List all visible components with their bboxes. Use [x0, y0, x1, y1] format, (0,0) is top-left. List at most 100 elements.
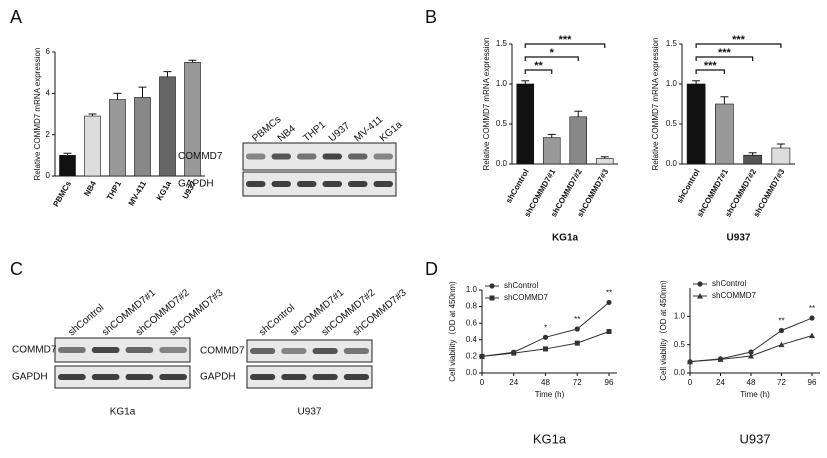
caption: KG1a	[533, 431, 567, 446]
lane-label: NB4	[276, 123, 298, 144]
band	[312, 374, 338, 380]
y-tick-label: 0.5	[666, 119, 678, 128]
bar	[569, 116, 588, 165]
x-tick-label: 0	[688, 378, 693, 387]
point	[574, 340, 580, 346]
y-tick-label: 0.0	[466, 368, 478, 377]
point	[511, 350, 517, 356]
x-axis-label: Time (h)	[535, 390, 565, 399]
band	[297, 181, 317, 187]
band	[58, 374, 86, 380]
blot-frame	[246, 365, 373, 389]
lane-label: THP1	[301, 119, 328, 144]
point	[748, 353, 754, 359]
band	[91, 374, 120, 380]
band	[271, 153, 291, 160]
band	[159, 374, 187, 380]
legend-label: shControl	[712, 279, 746, 288]
y-tick-label: 0.0	[496, 159, 508, 168]
band	[373, 153, 393, 160]
blot-frame	[54, 365, 191, 389]
point	[543, 346, 548, 352]
legend-label: shCOMMD7	[504, 293, 549, 302]
significance-bracket	[524, 56, 579, 61]
x-tick-label: 96	[605, 378, 614, 387]
lane-label: shCOMMD7#2	[320, 287, 378, 338]
band	[297, 153, 317, 160]
bar	[743, 154, 762, 165]
x-tick-label: shCOMMD7#3	[752, 167, 787, 219]
y-tick-label: 0.4	[466, 335, 478, 344]
legend-marker	[697, 281, 703, 287]
band	[246, 153, 266, 160]
point	[542, 334, 549, 340]
point	[479, 353, 485, 359]
y-tick-label: 1.0	[674, 311, 686, 320]
band	[271, 181, 291, 187]
bar	[771, 147, 791, 165]
point	[778, 341, 785, 348]
significance-label: ***	[732, 34, 746, 46]
y-tick-label: 0	[46, 171, 51, 180]
point	[687, 358, 693, 365]
band	[91, 347, 120, 353]
y-tick-label: 0.8	[466, 302, 478, 311]
point	[809, 332, 815, 339]
significance-label: **	[778, 317, 784, 326]
bar	[59, 155, 76, 177]
significance-label: *	[550, 47, 555, 59]
bar	[686, 83, 706, 165]
blot-row-label: COMMD7	[12, 345, 57, 356]
bar	[159, 76, 176, 177]
x-tick-label: MV-411	[127, 179, 149, 207]
blot-caption: KG1a	[110, 407, 136, 418]
y-axis-label: Cell viability（OD at 450nm)	[448, 281, 457, 382]
point	[809, 315, 815, 321]
y-tick-label: 1.5	[496, 39, 508, 48]
significance-label: ***	[704, 60, 718, 72]
blot-row-label: GAPDH	[200, 372, 236, 383]
x-tick-label: 0	[480, 378, 485, 387]
y-tick-label: 2	[46, 130, 51, 139]
y-tick-label: 6	[46, 47, 51, 56]
legend-marker	[697, 293, 703, 299]
lane-label: shControl	[66, 302, 106, 338]
x-tick-label: 96	[808, 378, 817, 387]
blot-frame	[246, 339, 373, 363]
point	[748, 349, 754, 355]
x-tick-label: 72	[777, 378, 786, 387]
significance-label: *	[544, 323, 547, 332]
y-axis-label: Cell viability（OD at 450nm)	[659, 280, 668, 381]
band	[312, 348, 338, 354]
x-tick-label: 48	[747, 378, 756, 387]
significance-label: **	[606, 289, 612, 298]
blot-caption: U937	[298, 407, 322, 418]
band	[343, 348, 369, 354]
bar	[134, 97, 151, 177]
point	[717, 356, 724, 362]
lane-label: shCOMMD7#1	[288, 287, 346, 338]
band	[348, 153, 368, 160]
y-axis-label: Relative COMMD7 mRNA expression	[33, 48, 42, 181]
x-tick-label: PBMCs	[51, 179, 73, 208]
significance-bracket	[695, 69, 725, 74]
blot-row-label: GAPDH	[12, 372, 48, 383]
caption: U937	[739, 431, 770, 446]
x-axis-label: KG1a	[552, 233, 579, 244]
band	[250, 374, 276, 380]
point	[574, 326, 580, 332]
bar	[516, 83, 535, 165]
band	[246, 181, 266, 187]
x-axis-label: Time (h)	[740, 390, 770, 399]
panel-label: A	[10, 7, 22, 27]
point	[606, 329, 612, 334]
lane-label: shCOMMD7#3	[351, 287, 409, 338]
significance-bracket	[524, 69, 553, 74]
point	[778, 327, 785, 334]
legend-label: shCOMMD7	[712, 291, 757, 300]
y-tick-label: 0.0	[674, 368, 686, 377]
band	[125, 374, 154, 380]
panel-label: C	[10, 259, 23, 279]
band	[343, 374, 369, 380]
